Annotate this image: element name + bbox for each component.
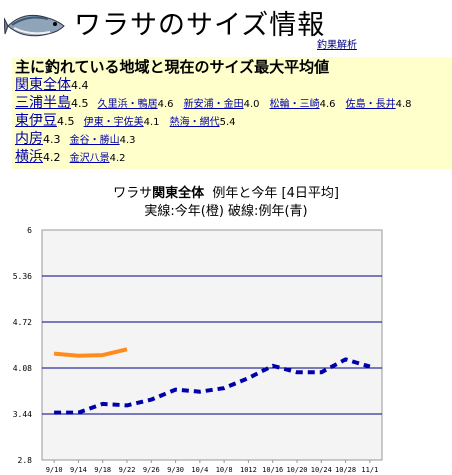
x-tick-label: 10/4: [191, 466, 208, 474]
page-header: ワラサのサイズ情報 釣果解析: [0, 0, 452, 52]
y-tick-label: 6: [27, 226, 32, 235]
x-tick-label: 9/10: [46, 466, 63, 474]
sub-region-value: 4.6: [319, 99, 336, 110]
x-tick-label: 10/28: [335, 466, 356, 474]
x-tick-label: 10/8: [216, 466, 233, 474]
chart-title-region: 関東全体: [152, 186, 205, 201]
sub-region-link[interactable]: 松輪・三崎: [269, 99, 320, 110]
region-row: 東伊豆4.5 伊東・宇佐美4.1 熱海・網代5.4: [15, 111, 241, 129]
y-tick-label: 3.44: [13, 410, 32, 419]
sub-region-link[interactable]: 金谷・勝山: [69, 135, 120, 146]
sub-region-value: 5.4: [219, 117, 236, 128]
sub-region-value: 4.6: [157, 99, 174, 110]
region-value: 4.4: [71, 79, 89, 92]
region-row: 横浜4.2 金沢八景4.2: [15, 147, 131, 165]
region-link-uchibo[interactable]: 内房: [15, 131, 43, 147]
region-value: 4.5: [71, 97, 89, 110]
region-summary: 主に釣れている地域と現在のサイズ最大平均値 関東全体4.4 三浦半島4.5 久里…: [12, 57, 452, 169]
x-tick-label: 9/26: [143, 466, 160, 474]
sub-region-link[interactable]: 新安浦・金田: [183, 99, 244, 110]
y-tick-label: 4.08: [13, 364, 32, 373]
x-tick-label: 10/16: [262, 466, 283, 474]
chart-title-suffix: 例年と今年 [4日平均]: [212, 186, 339, 201]
plot-area: [41, 229, 383, 461]
region-value: 4.5: [57, 115, 75, 128]
page-title: ワラサのサイズ情報: [74, 10, 326, 41]
summary-title: 主に釣れている地域と現在のサイズ最大平均値: [15, 58, 330, 76]
x-tick-label: 1012: [240, 466, 257, 474]
x-tick-label: 9/18: [94, 466, 111, 474]
series-line-this-year: [53, 347, 128, 358]
region-value: 4.2: [43, 151, 61, 164]
series-line-average: [54, 357, 371, 415]
fish-icon: [4, 14, 65, 37]
sub-region-link[interactable]: 伊東・宇佐美: [83, 117, 144, 128]
sub-region-value: 4.2: [109, 153, 126, 164]
region-value: 4.3: [43, 133, 61, 146]
sub-region-value: 4.8: [395, 99, 412, 110]
x-tick-label: 11/1: [361, 466, 378, 474]
sub-region-link[interactable]: 熱海・網代: [169, 117, 220, 128]
region-row: 三浦半島4.5 久里浜・鴨居4.6 新安浦・金田4.0 松輪・三崎4.6 佐島・…: [15, 93, 417, 111]
sub-region-link[interactable]: 久里浜・鴨居: [97, 99, 158, 110]
y-tick-label: 2.8: [18, 456, 33, 465]
chart-title: ワラサ関東全体 例年と今年 [4日平均]: [0, 186, 452, 202]
sub-region-link[interactable]: 佐島・長井: [345, 99, 396, 110]
sub-region-value: 4.3: [119, 135, 136, 146]
chart-title-prefix: ワラサ: [113, 186, 153, 201]
region-link-higashi-izu[interactable]: 東伊豆: [15, 113, 57, 129]
sub-region-link[interactable]: 金沢八景: [69, 153, 110, 164]
x-tick-label: 9/14: [70, 466, 87, 474]
y-tick-label: 4.72: [13, 318, 32, 327]
sub-region-value: 4.0: [243, 99, 260, 110]
y-tick-label: 5.36: [13, 272, 32, 281]
region-row: 内房4.3 金谷・勝山4.3: [15, 129, 141, 147]
region-link-kanto[interactable]: 関東全体: [15, 77, 71, 93]
x-tick-label: 10/20: [286, 466, 307, 474]
x-tick-label: 9/30: [167, 466, 184, 474]
region-row: 関東全体4.4: [15, 75, 93, 93]
chart-subtitle: 実線:今年(橙) 破線:例年(青): [144, 204, 308, 219]
analysis-link[interactable]: 釣果解析: [317, 40, 357, 51]
sub-region-value: 4.1: [143, 117, 160, 128]
region-link-yokohama[interactable]: 横浜: [15, 149, 43, 165]
region-link-miura[interactable]: 三浦半島: [15, 95, 71, 111]
x-tick-label: 10/24: [311, 466, 332, 474]
x-tick-label: 9/22: [119, 466, 136, 474]
